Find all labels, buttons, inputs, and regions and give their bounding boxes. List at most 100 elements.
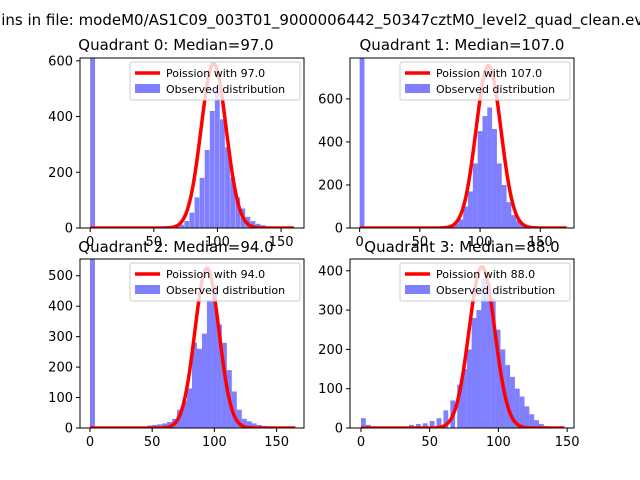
quadrant-3-bar-25 — [534, 420, 539, 428]
figure-suptitle: Bins in file: modeM0/AS1C09_003T01_90000… — [0, 11, 640, 30]
quadrant-1-xtick-label-100: 100 — [468, 235, 493, 250]
quadrant-1-bar-5 — [453, 223, 459, 228]
quadrant-1-axes-frame — [349, 57, 575, 229]
quadrant-1-legend-hist-swatch — [405, 84, 430, 93]
quadrant-3-bar-6 — [436, 418, 442, 428]
quadrant-0-bar-6 — [194, 197, 200, 228]
quadrant-3-legend-box — [399, 262, 571, 302]
quadrant-2-bar-20 — [241, 418, 247, 428]
quadrant-0-legend-poisson-label: Poission with 97.0 — [166, 67, 265, 80]
quadrant-3-legend-hist-label: Observed distribution — [436, 284, 555, 297]
quadrant-0-xtick-label-150: 150 — [269, 235, 294, 250]
quadrant-0-axes-frame — [79, 57, 305, 229]
quadrant-0-bar-11 — [220, 119, 225, 228]
quadrant-3-bar-22 — [519, 396, 525, 428]
quadrant-2-ytick-label-400: 400 — [48, 300, 73, 315]
quadrant-2-xtick-label-0: 0 — [86, 435, 94, 450]
quadrant-3-bar-26 — [538, 424, 544, 428]
quadrant-1-bar-14 — [496, 163, 502, 228]
quadrant-3-xtick-label-50: 50 — [421, 435, 438, 450]
quadrant-3-ytick-label-200: 200 — [318, 343, 343, 358]
quadrant-2-bar-15 — [216, 324, 222, 428]
quadrant-0-legend-hist-swatch — [135, 84, 160, 93]
quadrant-2-bar-3 — [157, 424, 163, 428]
quadrant-0-ytick-label-400: 400 — [48, 110, 73, 125]
quadrant-3-legend-hist-swatch — [405, 285, 430, 294]
quadrant-0-xtick-label-0: 0 — [86, 235, 94, 250]
quadrant-2-ytick-label-200: 200 — [48, 361, 73, 376]
quadrant-3-ytick-label-400: 400 — [318, 264, 343, 279]
quadrant-1-bar-0 — [359, 58, 365, 228]
quadrant-2-legend-box — [129, 262, 301, 302]
quadrant-2-ytick-label-500: 500 — [48, 269, 73, 284]
quadrant-2-bar-12 — [201, 333, 207, 428]
quadrant-3-ytick-label-300: 300 — [318, 304, 343, 319]
quadrant-2-panel: Quadrant 2: Median=94.0 0 50 100 150 0 100 200… — [48, 238, 305, 450]
quadrant-1-bar-15 — [501, 184, 507, 228]
quadrant-2-ytick-label-0: 0 — [65, 422, 73, 437]
quadrant-0-bar-8 — [204, 149, 210, 228]
quadrant-2-bar-4 — [162, 423, 168, 428]
quadrant-1-legend: Poission with 107.0 Observed distribution — [399, 61, 571, 101]
quadrant-3-panel: Quadrant 3: Median=88.0 0 50 100 150 0 100 200… — [318, 238, 579, 450]
quadrant-0-title: Quadrant 0: Median=97.0 — [78, 36, 273, 54]
quadrant-2-legend: Poission with 94.0 Observed distribution — [129, 262, 301, 302]
quadrant-2-xtick-label-100: 100 — [202, 435, 227, 450]
quadrant-3-bar-20 — [510, 376, 515, 428]
quadrant-3-xtick-label-100: 100 — [486, 435, 511, 450]
quadrant-1-bar-12 — [487, 107, 493, 228]
quadrant-0-ytick-label-600: 600 — [48, 54, 73, 69]
quadrant-1-ytick-label-600: 600 — [318, 92, 343, 107]
quadrant-0-bar-14 — [235, 197, 241, 228]
quadrant-1-bar-18 — [516, 220, 522, 228]
quadrant-1-bar-16 — [506, 202, 512, 228]
quadrant-2-bar-0 — [89, 259, 95, 428]
quadrant-0-legend-hist-label: Observed distribution — [166, 83, 285, 96]
quadrant-1-legend-box — [399, 61, 571, 101]
quadrant-3-ytick-label-0: 0 — [335, 422, 343, 437]
quadrant-1-bar-8 — [468, 191, 473, 228]
quadrant-2-ytick-label-100: 100 — [48, 391, 73, 406]
quadrant-3-bar-12 — [471, 317, 477, 428]
quadrant-1-bar-17 — [511, 215, 517, 228]
quadrant-3-bar-14 — [481, 278, 487, 428]
quadrant-3-bar-0 — [360, 418, 366, 428]
quadrant-2-bar-8 — [182, 400, 188, 428]
quadrant-3-bar-7 — [443, 410, 449, 428]
quadrant-3-legend: Poission with 88.0 Observed distribution — [399, 262, 571, 302]
quadrant-1-bar-7 — [463, 206, 469, 228]
quadrant-3-ytick-label-100: 100 — [318, 382, 343, 397]
quadrant-0-panel: Quadrant 0: Median=97.0 0 50 100 150 0 200 400… — [48, 36, 305, 250]
quadrant-3-bar-10 — [462, 369, 467, 428]
quadrant-2-bar-18 — [231, 391, 237, 428]
quadrant-2-bar-13 — [206, 300, 212, 428]
quadrant-0-legend-box — [129, 61, 301, 101]
quadrant-3-bar-21 — [514, 388, 520, 428]
quadrant-1-bar-9 — [472, 163, 478, 228]
quadrant-1-ytick-label-400: 400 — [318, 135, 343, 150]
quadrant-0-legend: Poission with 97.0 Observed distribution — [129, 61, 301, 101]
quadrant-3-title: Quadrant 3: Median=88.0 — [364, 238, 559, 256]
quadrant-1-xtick-label-0: 0 — [355, 235, 363, 250]
quadrant-0-bar-18 — [255, 223, 261, 228]
quadrant-0-bar-13 — [230, 177, 236, 228]
quadrant-2-title: Quadrant 2: Median=94.0 — [78, 238, 273, 256]
quadrant-2-bar-14 — [211, 284, 217, 428]
quadrant-3-bar-11 — [466, 349, 472, 428]
quadrant-2-legend-hist-swatch — [135, 285, 160, 294]
quadrant-2-legend-hist-label: Observed distribution — [166, 284, 285, 297]
quadrant-3-bar-9 — [457, 384, 462, 428]
quadrant-2-bar-19 — [236, 409, 242, 428]
quadrant-0-bar-9 — [209, 110, 215, 228]
quadrant-1-xtick-label-150: 150 — [528, 235, 553, 250]
quadrant-3-bar-3 — [415, 424, 421, 428]
quadrant-1-bar-6 — [458, 219, 464, 228]
quadrant-1-title: Quadrant 1: Median=107.0 — [360, 36, 565, 54]
quadrant-3-bar-19 — [505, 365, 511, 428]
quadrant-3-xtick-label-0: 0 — [357, 435, 365, 450]
quadrant-0-bar-17 — [250, 221, 256, 228]
quadrant-2-xtick-label-150: 150 — [264, 435, 289, 450]
quadrant-0-ytick-label-0: 0 — [65, 222, 73, 237]
quadrant-1-bar-11 — [482, 116, 488, 228]
